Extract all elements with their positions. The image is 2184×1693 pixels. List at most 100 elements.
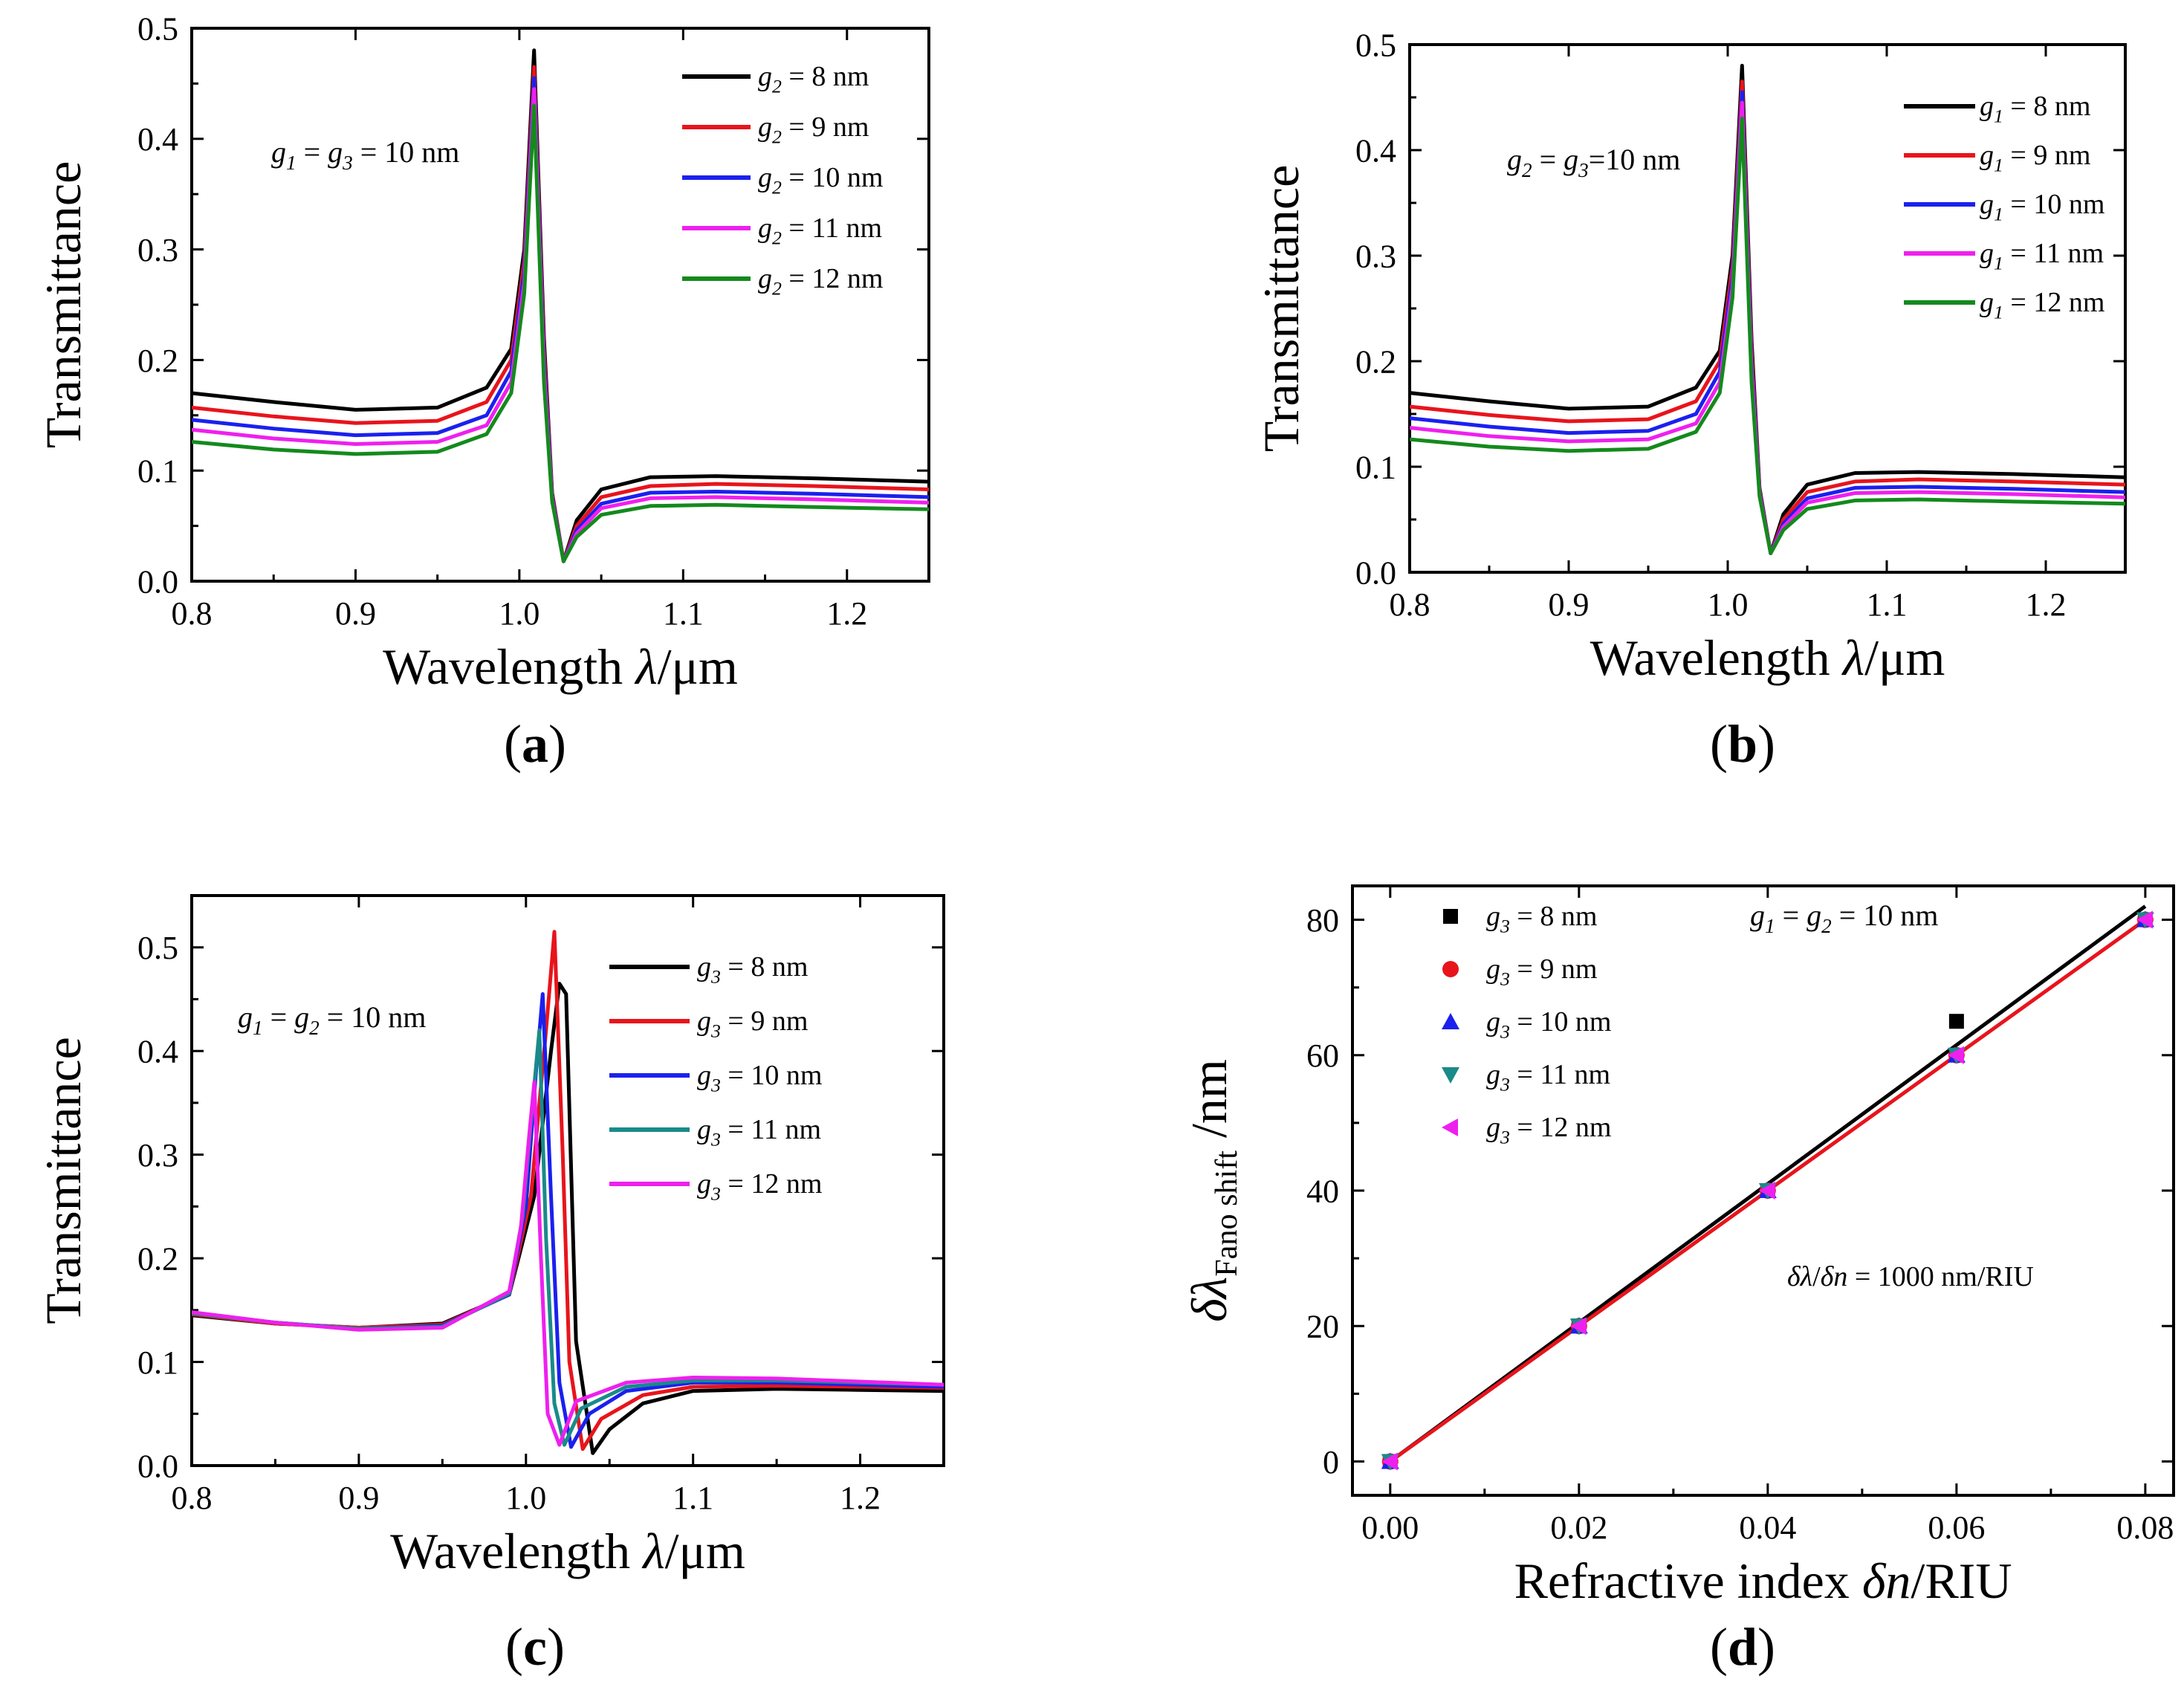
plot-frame (190, 894, 945, 1467)
legend-entry: g3​ = 12 nm (697, 1168, 822, 1205)
legend-marker (1442, 961, 1459, 977)
legend-entry: g1​ = 8 nm (1980, 91, 2090, 127)
annotation: g1​ = g3​ = 10 nm (271, 135, 459, 174)
y-tick-label: 0.1 (137, 1344, 178, 1381)
legend-entry: g1​ = 9 nm (1980, 140, 2090, 176)
plot-area (192, 930, 944, 1455)
legend: g1​ = 8 nm g1​ = 9 nm g1​ = 10 nm g1​ = 11 … (1904, 91, 2104, 323)
y-tick-label: 0.3 (1355, 238, 1396, 274)
legend-entry: g3​ = 10 nm (697, 1060, 822, 1096)
panel-label: (d) (1710, 1617, 1775, 1677)
legend: g2​ = 8 nm g2​ = 9 nm g2​ = 10 nm g2​ = 11 … (682, 61, 883, 300)
legend-entry: g3​ = 8 nm (1486, 901, 1597, 937)
annotation: g1​ = g2​ = 10 nm (1750, 899, 1938, 937)
x-axis-label: Wavelength λ/μm (383, 638, 738, 695)
y-tick-label: 60 (1306, 1038, 1339, 1074)
y-axis-label: δλFano shift /nm (1181, 1059, 1244, 1322)
legend-entry: g3​ = 9 nm (697, 1006, 808, 1042)
data-point (2136, 910, 2153, 929)
legend: g3​ = 8 nm g3​ = 9 nm g3​ = 10 nm g3​ = 11 … (1442, 901, 1611, 1148)
y-tick-label: 0.0 (1355, 554, 1396, 591)
legend-entry: g2​ = 10 nm (758, 162, 883, 198)
x-tick-label: 1.2 (2026, 586, 2067, 623)
legend-entry: g2​ = 8 nm (758, 61, 869, 97)
x-tick-label: 1.2 (826, 595, 867, 632)
y-tick-label: 0.3 (137, 1137, 178, 1174)
chart-panel-c: 0.8 0.9 1.0 1.1 1.2 0.0 0.1 0.2 0.3 0.4 0.5 Wavelen… (35, 894, 945, 1677)
legend-entry: g1​ = 11 nm (1980, 238, 2104, 274)
y-tick-label: 20 (1306, 1309, 1339, 1345)
annotation: g2​ = g3​=10 nm (1507, 143, 1680, 181)
series-line-5 (192, 103, 929, 563)
x-tick-label: 0.8 (172, 1480, 213, 1516)
panel-label: (a) (504, 714, 566, 774)
legend-entry: g2​ = 9 nm (758, 111, 869, 148)
x-tick-label: 1.1 (663, 595, 704, 632)
x-tick-label: 0.04 (1739, 1509, 1796, 1546)
y-axis-label: Transmittance (1253, 165, 1309, 453)
chart-panel-b: 0.8 0.9 1.0 1.1 1.2 0.0 0.1 0.2 0.3 0.4 0.5 Wavelen… (1253, 27, 2127, 774)
panel-label: (c) (505, 1617, 565, 1677)
legend-marker (1442, 1119, 1458, 1136)
data-point (1947, 1046, 1964, 1064)
data-point (1569, 1317, 1587, 1336)
y-tick-label: 40 (1306, 1173, 1339, 1209)
y-tick-label: 0.5 (137, 930, 178, 966)
x-tick-label: 1.2 (840, 1480, 881, 1516)
chart-panel-d: 0.00 0.02 0.04 0.06 0.08 0 20 40 60 80 Refractive … (1181, 884, 2175, 1677)
x-tick-label: 1.1 (1867, 586, 1908, 623)
legend-marker (1443, 909, 1458, 924)
x-tick-label: 1.0 (1708, 586, 1749, 623)
series-line-5 (1410, 116, 2125, 555)
legend-marker (1442, 1013, 1459, 1029)
y-tick-label: 80 (1306, 902, 1339, 939)
x-tick-label: 1.0 (505, 1480, 546, 1516)
series-line-5 (192, 1080, 944, 1447)
legend-marker (1442, 1067, 1459, 1084)
x-axis-label: Wavelength λ/μm (1590, 629, 1945, 686)
x-axis-label: Wavelength λ/μm (390, 1523, 745, 1579)
y-tick-label: 0.4 (137, 121, 178, 158)
y-axis-label: Transmittance (35, 1037, 91, 1324)
legend-entry: g3​ = 11 nm (697, 1114, 821, 1150)
legend-entry: g3​ = 11 nm (1486, 1059, 1610, 1095)
legend-entry: g2​ = 11 nm (758, 213, 882, 249)
legend-entry: g3​ = 8 nm (697, 951, 808, 988)
y-tick-label: 0.5 (137, 10, 178, 47)
x-tick-label: 1.1 (673, 1480, 713, 1516)
legend-entry: g3​ = 9 nm (1486, 954, 1597, 990)
y-tick-label: 0.4 (137, 1034, 178, 1070)
x-tick-label: 0.08 (2116, 1509, 2174, 1546)
sensitivity-annotation: δλ/δn = 1000 nm/RIU (1787, 1261, 2034, 1292)
x-tick-label: 0.06 (1928, 1509, 1985, 1546)
x-tick-label: 1.0 (499, 595, 539, 632)
plot-area (192, 48, 929, 563)
x-tick-label: 0.00 (1361, 1509, 1419, 1546)
y-tick-label: 0.1 (1355, 449, 1396, 485)
annotation: g1​ = g2​ = 10 nm (238, 1000, 426, 1039)
legend-entry: g1​ = 12 nm (1980, 287, 2104, 323)
y-tick-label: 0.1 (137, 453, 178, 490)
panel-label: (b) (1710, 714, 1775, 774)
data-point (1948, 1014, 1964, 1029)
legend-entry: g1​ = 10 nm (1980, 189, 2104, 225)
plot-area (1410, 63, 2125, 555)
y-tick-label: 0.4 (1355, 132, 1396, 169)
y-tick-label: 0.2 (137, 343, 178, 379)
legend-entry: g3​ = 12 nm (1486, 1112, 1611, 1148)
data-point (1381, 1452, 1398, 1471)
x-axis-label: Refractive index δn/RIU (1514, 1553, 2012, 1609)
y-tick-label: 0.0 (137, 1448, 178, 1484)
y-tick-label: 0.2 (1355, 343, 1396, 380)
x-tick-label: 0.8 (1390, 586, 1430, 623)
x-tick-label: 0.9 (338, 1480, 379, 1516)
data-point (1758, 1182, 1775, 1200)
y-tick-label: 0.0 (137, 563, 178, 600)
x-tick-label: 0.02 (1550, 1509, 1607, 1546)
y-axis-label: Transmittance (35, 161, 91, 449)
plot-area (1381, 904, 2154, 1471)
x-tick-label: 0.9 (1549, 586, 1590, 623)
y-tick-label: 0 (1323, 1444, 1339, 1480)
y-tick-label: 0.2 (137, 1240, 178, 1277)
